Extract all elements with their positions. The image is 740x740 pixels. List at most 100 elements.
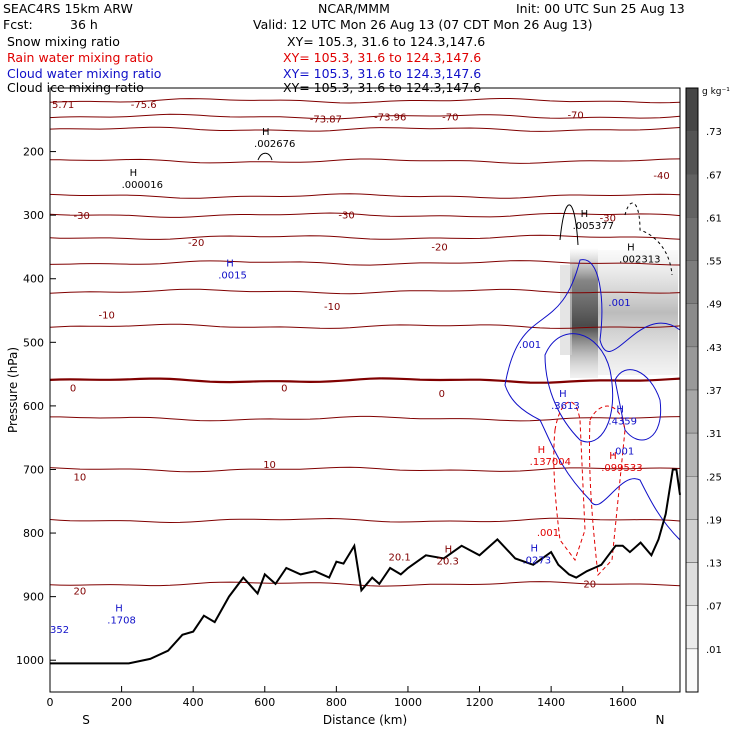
colorbar-segment xyxy=(685,217,699,261)
isotherm-label: 20 xyxy=(73,586,86,597)
field-cloud-water-xy: XY= 105.3, 31.6 to 124.3,147.6 xyxy=(283,66,482,81)
header-org: NCAR/MMM xyxy=(318,1,390,16)
rain-contour-2 xyxy=(588,405,626,577)
extremum-value: .001 xyxy=(519,340,541,351)
isotherm-line xyxy=(50,415,681,422)
cloud-water-contour-inner-2 xyxy=(614,369,662,441)
colorbar: .73 .67 .61 .55 .49 .43 .37 .31 .25 .19 .13 .07 .01 g… xyxy=(685,87,730,693)
x-tick-label: 400 xyxy=(183,696,204,709)
isotherm-label: -73.87 xyxy=(310,115,342,126)
header-model: SEAC4RS 15km ARW xyxy=(3,1,133,16)
cloud-ice-contour-2 xyxy=(624,202,673,276)
colorbar-label: .13 xyxy=(706,559,722,570)
extremum-marker: H xyxy=(226,258,234,269)
colorbar-label: .49 xyxy=(706,300,722,311)
y-axis-label: Pressure (hPa) xyxy=(6,347,20,433)
isotherm-label: -10 xyxy=(99,310,115,321)
y-tick-label: 200 xyxy=(23,146,44,159)
x-axis-label: Distance (km) xyxy=(323,713,407,727)
isotherm-label: -70 xyxy=(567,111,583,122)
extremum-value: .0015 xyxy=(218,270,247,281)
isotherm-label: -30 xyxy=(338,211,354,222)
colorbar-segment xyxy=(685,87,699,132)
isotherm-line xyxy=(49,126,681,132)
isotherm-label: -70 xyxy=(442,113,458,124)
isotherm-line xyxy=(49,212,681,218)
isotherm-line xyxy=(49,517,681,524)
colorbar-label: .01 xyxy=(706,645,722,656)
colorbar-segment xyxy=(685,432,699,477)
extremum-value: .0273 xyxy=(523,555,552,566)
y-tick-label: 800 xyxy=(23,527,44,540)
extremum-marker: H xyxy=(609,451,617,462)
isotherm-label: -20 xyxy=(431,242,447,253)
temperature-contours: 5.71 -75.6 -73.87 -73.96 -70 -70 -40 -30 -30 -30 -… xyxy=(49,98,681,597)
isotherm-line xyxy=(49,323,681,329)
x-tick-label: 200 xyxy=(111,696,132,709)
colorbar-label: .55 xyxy=(706,257,722,268)
extremum-marker: H xyxy=(445,545,453,556)
field-snow-xy: XY= 105.3, 31.6 to 124.3,147.6 xyxy=(287,34,486,49)
cloud-water-contour-inner xyxy=(544,333,614,443)
isotherm-line xyxy=(49,288,681,295)
extremum-marker: H xyxy=(531,543,539,554)
header-fcst-value: 36 h xyxy=(70,17,98,32)
x-tick-label: 1200 xyxy=(466,696,494,709)
colorbar-segment xyxy=(685,174,699,218)
colorbar-segment xyxy=(685,389,699,434)
y-tick-label: 500 xyxy=(23,336,44,349)
extremum-marker: H xyxy=(115,604,123,615)
snow-shading-core xyxy=(570,248,598,378)
x-tick-label: 800 xyxy=(326,696,347,709)
extremum-value: .3613 xyxy=(551,401,580,412)
extremum-marker: H xyxy=(538,445,546,456)
colorbar-label: .25 xyxy=(706,472,722,483)
extremum-value: 20 xyxy=(583,579,596,590)
isotherm-line xyxy=(49,193,681,199)
colorbar-label: .43 xyxy=(706,343,722,354)
extremum-value: .001 xyxy=(537,528,559,539)
field-cloud-water-label: Cloud water mixing ratio xyxy=(7,66,162,81)
field-snow-label: Snow mixing ratio xyxy=(7,34,120,49)
extremum-value: .137004 xyxy=(530,457,571,468)
y-tick-label: 1000 xyxy=(16,654,44,667)
colorbar-segment xyxy=(685,476,699,520)
extremum-value: .001 xyxy=(608,298,630,309)
extremum-marker: H xyxy=(627,243,635,254)
isotherm-label: 10 xyxy=(263,460,276,471)
plot-border xyxy=(49,87,681,693)
extremum-value: .000016 xyxy=(122,180,163,191)
isotherm-line xyxy=(49,377,681,384)
isotherm-label: 5.71 xyxy=(52,100,74,111)
extremum-marker: H xyxy=(616,405,624,416)
extremum-marker: H xyxy=(130,168,138,179)
snow-shading-layer xyxy=(560,248,678,378)
isotherm-line xyxy=(50,158,681,164)
extremum-marker: H xyxy=(581,209,589,220)
colorbar-label: .73 xyxy=(706,127,722,138)
snow-shading-outer xyxy=(560,265,572,355)
extremum-value: 352 xyxy=(50,625,69,636)
y-tick-label: 900 xyxy=(23,591,44,604)
colorbar-unit: g kg⁻¹ xyxy=(702,87,730,97)
direction-south-label: S xyxy=(82,713,90,727)
colorbar-label: .07 xyxy=(706,602,722,613)
terrain-line xyxy=(50,468,681,665)
colorbar-label: .37 xyxy=(706,386,722,397)
cloud-ice-contour xyxy=(559,204,579,246)
isotherm-label: -20 xyxy=(188,238,204,249)
cloud-ice-contour-3 xyxy=(257,152,273,161)
isotherm-line xyxy=(49,98,681,104)
snow-shading-side xyxy=(598,250,678,375)
isotherm-label: -40 xyxy=(653,171,669,182)
colorbar-segment xyxy=(685,130,699,175)
isotherm-label: 10 xyxy=(73,472,86,483)
extrema-labels: H.002676H.000016H.005377H.002313H.0015.0… xyxy=(50,127,661,636)
extremum-value: .4359 xyxy=(608,417,637,428)
x-tick-label: 1000 xyxy=(394,696,422,709)
isotherm-label: -10 xyxy=(324,302,340,313)
extremum-value: .1708 xyxy=(107,616,136,627)
extremum-value: .001 xyxy=(612,447,634,458)
x-tick-label: 0 xyxy=(47,696,54,709)
extremum-value: .002313 xyxy=(619,255,660,266)
